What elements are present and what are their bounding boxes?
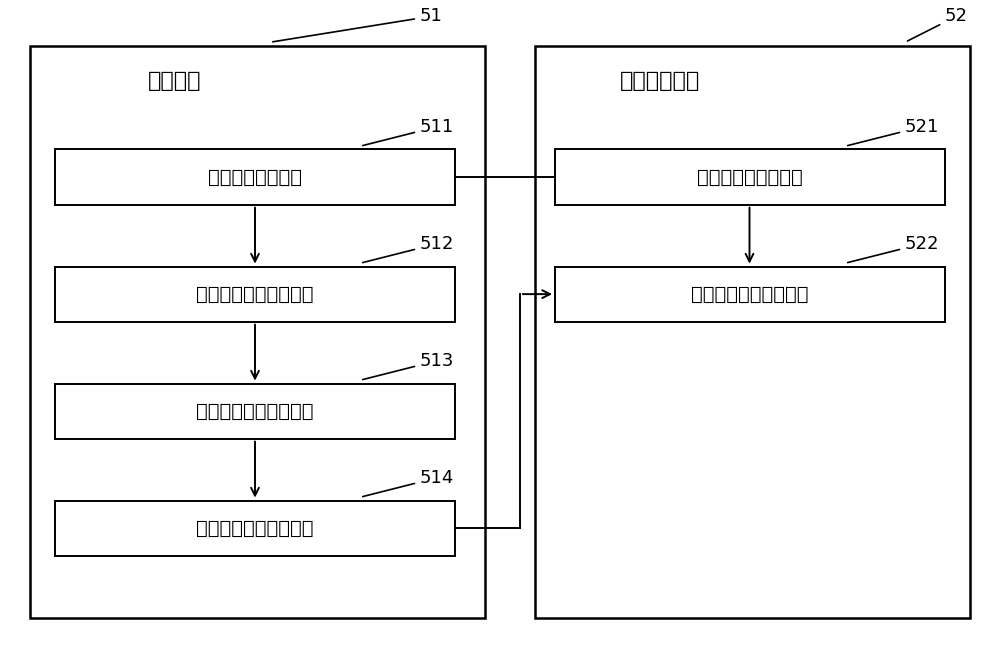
Text: 目标执行结果发送模块: 目标执行结果发送模块 xyxy=(196,519,314,538)
Bar xyxy=(55,500,455,556)
Text: 521: 521 xyxy=(848,118,939,146)
Text: 交互请求平台: 交互请求平台 xyxy=(620,72,700,91)
Bar xyxy=(535,46,970,617)
Text: 511: 511 xyxy=(363,118,454,146)
Text: 513: 513 xyxy=(363,352,454,380)
Text: 目标应用程序确定模块: 目标应用程序确定模块 xyxy=(196,285,314,304)
Bar xyxy=(55,150,455,205)
Text: 目标执行结果获取模块: 目标执行结果获取模块 xyxy=(196,402,314,421)
Bar xyxy=(30,46,485,617)
Text: 52: 52 xyxy=(907,7,968,41)
Text: 514: 514 xyxy=(363,469,454,497)
Text: 512: 512 xyxy=(363,235,454,263)
Text: 51: 51 xyxy=(273,7,443,42)
Bar xyxy=(555,150,945,205)
Text: 522: 522 xyxy=(848,235,940,263)
Text: 文本信息获取模块: 文本信息获取模块 xyxy=(208,168,302,187)
Text: 执行平台: 执行平台 xyxy=(148,72,202,91)
Text: 待处理信息发送模块: 待处理信息发送模块 xyxy=(697,168,803,187)
Bar xyxy=(55,384,455,439)
Bar xyxy=(55,266,455,322)
Text: 目标执行结果接收模块: 目标执行结果接收模块 xyxy=(691,285,809,304)
Bar xyxy=(555,266,945,322)
